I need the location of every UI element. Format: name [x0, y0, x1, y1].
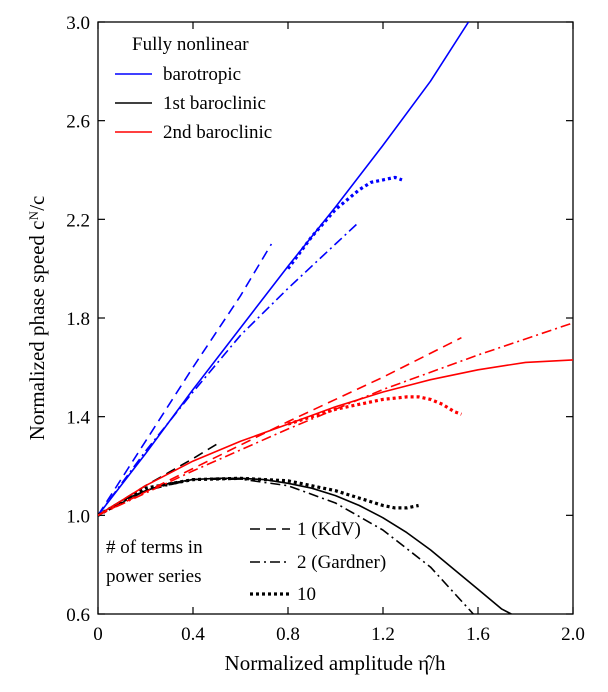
series-line-barotropic-dotted	[286, 175, 403, 270]
x-tick-labels: 0 0.4 0.8 1.2 1.6 2.0	[93, 624, 585, 645]
y-tick-label: 0.6	[66, 605, 90, 626]
x-tick-label: 1.2	[371, 624, 395, 645]
series-line-2nd-baroclinic-dashdot	[98, 322, 573, 517]
x-tick-label: 0.4	[181, 624, 205, 645]
series-line-barotropic-dashed	[98, 243, 273, 516]
legend-label-10-terms: 10	[297, 584, 316, 605]
series-line-1st-baroclinic-dotted	[98, 476, 419, 517]
y-tick-label: 1.0	[66, 506, 90, 527]
series-line-2nd-baroclinic-solid	[98, 359, 573, 516]
x-tick-label: 0	[93, 624, 103, 645]
x-tick-label: 0.8	[276, 624, 300, 645]
series-line-1st-baroclinic-dashdot	[98, 478, 474, 614]
legend-style: # of terms in power series 1 (KdV) 2 (Ga…	[106, 519, 386, 605]
legend-style-title-2: power series	[106, 566, 202, 587]
y-tick-label: 1.8	[66, 309, 90, 330]
legend-label-2nd-baroclinic: 2nd baroclinic	[163, 122, 272, 143]
y-tick-label: 3.0	[66, 13, 90, 34]
legend-label-barotropic: barotropic	[163, 64, 241, 85]
series-line-2nd-baroclinic-dashed	[98, 336, 462, 517]
legend-label-kdv: 1 (KdV)	[297, 519, 361, 540]
y-tick-label: 1.4	[66, 408, 90, 429]
y-axis-label: Normalized phase speed cᴺ/c	[25, 196, 49, 441]
series-line-1st-baroclinic-dashed	[98, 440, 222, 516]
x-tick-label: 1.6	[466, 624, 490, 645]
y-tick-label: 2.6	[66, 112, 90, 133]
legend-color: Fully nonlinear barotropic 1st baroclini…	[115, 34, 272, 143]
legend-style-title-1: # of terms in	[106, 537, 203, 558]
legend-label-gardner: 2 (Gardner)	[297, 552, 386, 573]
axis-ticks	[97, 21, 574, 615]
y-tick-label: 2.2	[66, 210, 90, 231]
x-tick-label: 2.0	[561, 624, 585, 645]
series-line-barotropic-dashdot	[98, 221, 360, 516]
x-axis-label: Normalized amplitude η̂/h	[225, 651, 446, 675]
y-tick-labels: 0.6 1.0 1.4 1.8 2.2 2.6 3.0	[66, 13, 90, 626]
legend-label-1st-baroclinic: 1st baroclinic	[163, 93, 266, 114]
series-lines	[98, 22, 573, 614]
legend-color-title: Fully nonlinear	[132, 34, 249, 55]
series-line-2nd-baroclinic-dotted	[287, 395, 462, 426]
series-line-barotropic-solid	[98, 22, 470, 516]
